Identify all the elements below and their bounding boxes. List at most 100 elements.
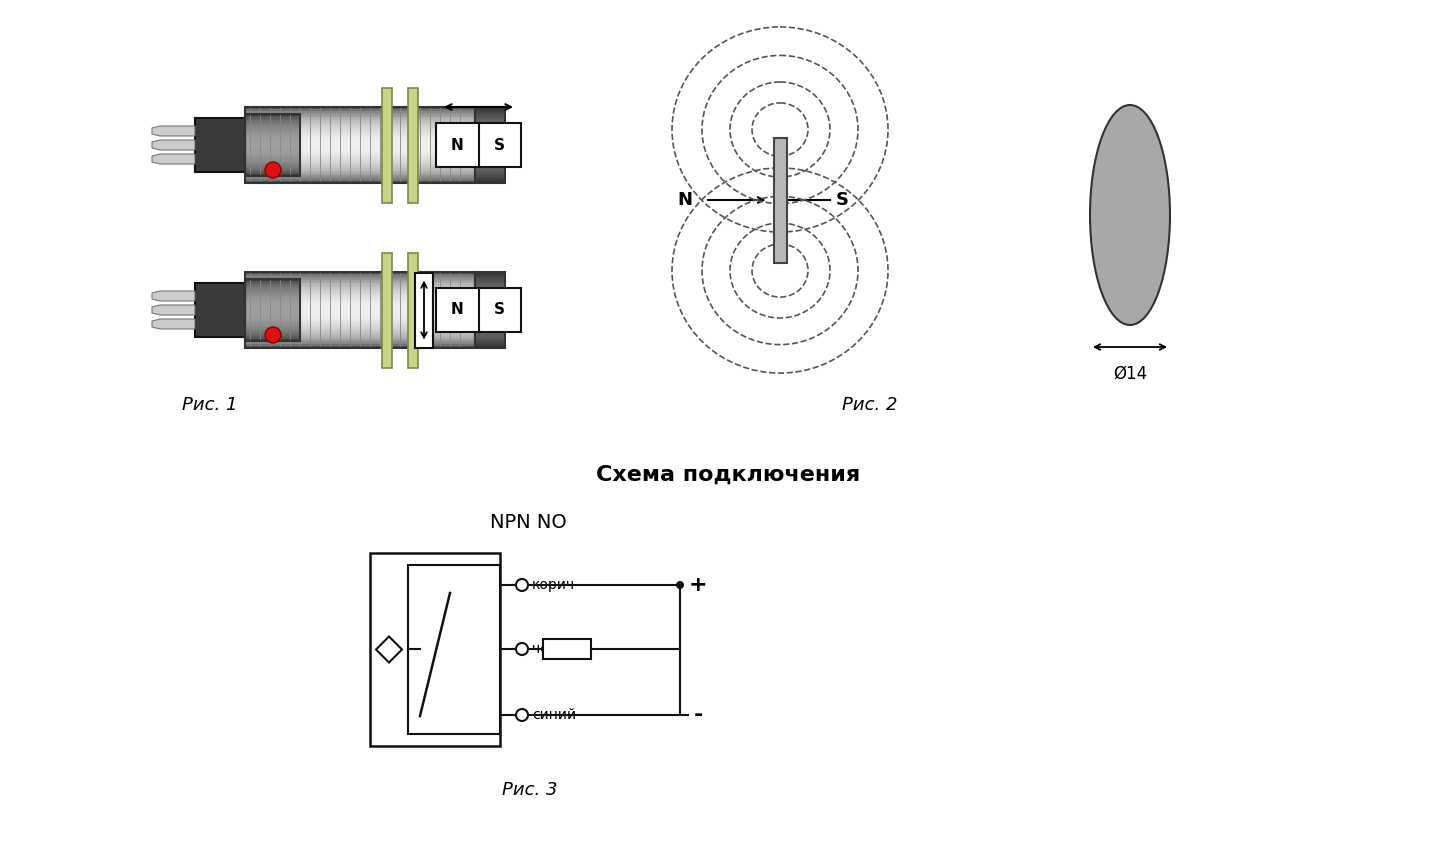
Bar	[474, 342, 505, 345]
Bar	[244, 134, 474, 136]
Bar	[474, 278, 505, 280]
Bar	[244, 307, 300, 309]
Polygon shape	[151, 291, 195, 301]
Text: Рис. 2: Рис. 2	[842, 396, 898, 414]
Bar	[474, 291, 505, 294]
Bar	[474, 310, 505, 312]
Bar	[244, 329, 474, 331]
Bar	[244, 145, 300, 147]
Bar	[244, 283, 474, 286]
Bar	[244, 318, 300, 320]
Bar	[244, 135, 474, 138]
Text: чёрный: чёрный	[533, 642, 586, 656]
Text: синий: синий	[533, 708, 576, 722]
Circle shape	[677, 581, 684, 589]
Bar	[244, 302, 300, 304]
Bar	[244, 117, 300, 119]
Bar	[244, 142, 300, 144]
Bar	[474, 329, 505, 331]
Bar	[244, 172, 474, 174]
Bar	[244, 152, 474, 155]
Bar	[244, 331, 300, 334]
Bar	[407, 87, 418, 203]
Bar	[474, 272, 505, 348]
Bar	[244, 131, 300, 133]
Bar	[474, 155, 505, 157]
Bar	[244, 151, 474, 153]
Bar	[244, 295, 474, 297]
Bar	[244, 128, 474, 130]
Bar	[474, 341, 505, 343]
Bar	[244, 310, 474, 312]
Bar	[474, 344, 505, 346]
Bar	[370, 553, 501, 746]
Polygon shape	[375, 637, 402, 663]
Polygon shape	[151, 154, 195, 164]
Bar	[244, 157, 300, 160]
Circle shape	[517, 709, 528, 721]
Bar	[244, 301, 300, 303]
Bar	[244, 314, 474, 316]
Bar	[244, 128, 300, 130]
Bar	[474, 107, 505, 183]
Bar	[244, 160, 474, 162]
Bar	[244, 287, 300, 288]
Text: N: N	[451, 303, 464, 318]
Bar	[474, 168, 505, 170]
Bar	[474, 321, 505, 324]
Bar	[474, 117, 505, 119]
Bar	[244, 299, 300, 301]
Bar	[244, 338, 300, 340]
Bar	[244, 150, 300, 151]
Bar	[244, 331, 300, 332]
Bar	[244, 167, 300, 169]
Circle shape	[265, 162, 281, 178]
Bar	[474, 149, 505, 151]
Bar	[474, 134, 505, 136]
Bar	[244, 306, 474, 309]
Bar	[474, 122, 505, 124]
Bar	[244, 122, 300, 124]
Bar	[474, 293, 505, 295]
Bar	[244, 140, 474, 141]
Bar	[244, 287, 474, 289]
Bar	[244, 170, 300, 172]
Bar	[244, 322, 300, 325]
Bar	[474, 320, 505, 322]
Bar	[244, 168, 474, 170]
Bar	[244, 181, 474, 183]
Bar	[474, 315, 505, 318]
Bar	[244, 276, 474, 278]
Bar	[244, 283, 300, 286]
Bar	[244, 325, 474, 328]
Bar	[244, 151, 300, 153]
Bar	[244, 285, 474, 288]
Bar	[474, 297, 505, 299]
Bar	[244, 341, 474, 343]
Bar	[474, 160, 505, 162]
Bar	[244, 156, 474, 159]
Bar	[244, 126, 474, 129]
Bar	[474, 312, 505, 315]
Bar	[474, 126, 505, 129]
Bar	[244, 114, 300, 116]
Bar	[244, 164, 300, 166]
Bar	[474, 276, 505, 278]
Bar	[244, 170, 474, 172]
Bar	[244, 299, 474, 301]
Bar	[474, 147, 505, 150]
Bar	[383, 252, 391, 368]
Bar	[407, 565, 501, 734]
Bar	[244, 327, 474, 330]
Bar	[244, 315, 300, 317]
Bar	[474, 140, 505, 141]
Text: Рис. 3: Рис. 3	[502, 781, 557, 799]
Bar	[244, 130, 474, 132]
Bar	[244, 149, 474, 151]
Bar	[244, 153, 300, 155]
Bar	[244, 293, 474, 295]
Bar	[244, 154, 300, 156]
Text: S: S	[835, 191, 848, 209]
Bar	[244, 173, 300, 175]
Bar	[383, 87, 391, 203]
